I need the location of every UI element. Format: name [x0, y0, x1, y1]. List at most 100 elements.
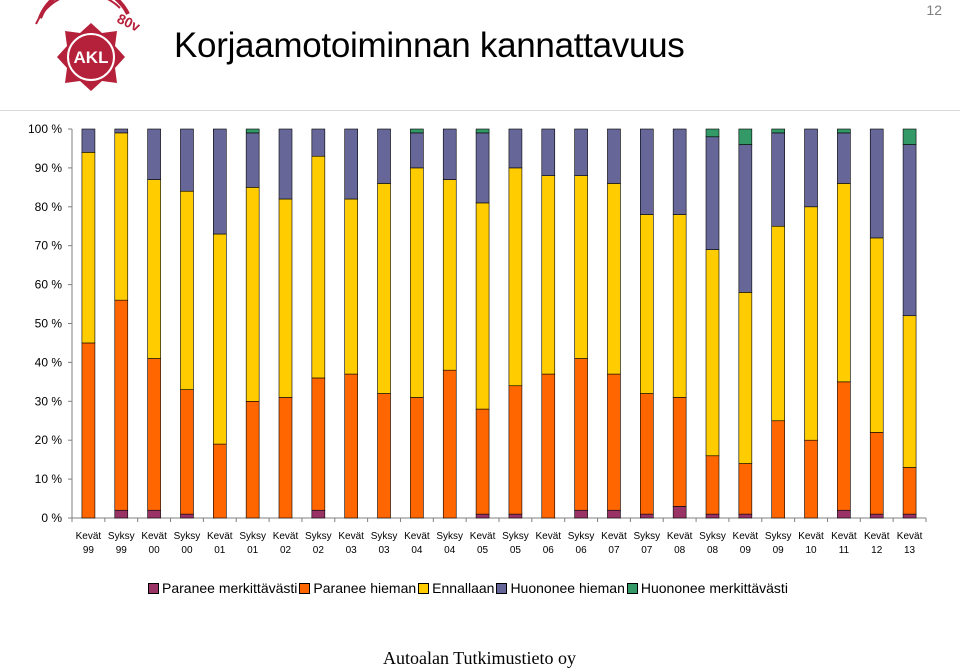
bar-segment	[902, 144, 917, 317]
bar-segment	[147, 128, 161, 180]
bar-segment	[245, 132, 260, 188]
x-tick-label-year: 12	[871, 545, 883, 556]
bar-segment	[311, 155, 326, 379]
bar-segment	[607, 128, 621, 184]
bar-segment	[213, 128, 227, 235]
bar-segment	[574, 358, 588, 511]
bar-segment	[541, 373, 556, 519]
bar-segment	[607, 373, 621, 511]
bar-segment	[245, 187, 260, 402]
bar-segment	[475, 408, 490, 515]
bar-segment	[804, 128, 818, 208]
bar-segment	[245, 400, 260, 519]
bar-segment	[804, 206, 818, 441]
y-tick-label: 40 %	[35, 355, 63, 369]
x-tick-label-season: Kevät	[897, 531, 923, 542]
bar-segment	[640, 214, 654, 394]
bar-segment	[442, 369, 457, 519]
bar-segment	[114, 299, 129, 511]
bar-segment	[771, 225, 785, 422]
bar-segment	[278, 397, 293, 519]
bar-segment	[410, 128, 424, 134]
x-tick-label-season: Kevät	[338, 531, 364, 542]
bar-segment	[869, 432, 884, 515]
legend-item: Ennallaan	[418, 580, 494, 596]
x-tick-label-season: Kevät	[535, 531, 561, 542]
x-tick-label-year: 01	[214, 545, 226, 556]
bar-segment	[147, 179, 161, 359]
bar-segment	[869, 128, 884, 239]
header-divider	[0, 110, 960, 111]
x-tick-label-season: Syksy	[436, 531, 463, 542]
x-tick-label-year: 06	[543, 545, 555, 556]
bar-segment	[738, 128, 753, 145]
legend-item: Paranee hieman	[299, 580, 416, 596]
x-tick-label-year: 03	[378, 545, 390, 556]
x-tick-label-season: Kevät	[601, 531, 627, 542]
bar-segment	[607, 509, 621, 519]
legend-label: Paranee merkittävästi	[162, 580, 298, 596]
x-tick-label-season: Syksy	[371, 531, 398, 542]
x-tick-label-year: 05	[510, 545, 522, 556]
y-tick-label: 20 %	[35, 433, 63, 447]
bar-segment	[837, 509, 851, 519]
bar-segment	[311, 128, 326, 157]
bar-segment	[771, 420, 785, 519]
x-tick-label-season: Syksy	[568, 531, 595, 542]
bar-segment	[902, 467, 917, 515]
bar-segment	[705, 128, 720, 138]
legend-swatch	[299, 582, 311, 594]
bar-segment	[81, 128, 96, 153]
bar-segment	[114, 132, 129, 301]
bar-segment	[738, 292, 753, 464]
bar-segment	[508, 513, 523, 519]
bar-segment	[640, 128, 654, 215]
legend-label: Huononee merkittävästi	[640, 580, 788, 596]
bar-segment	[180, 389, 194, 515]
x-tick-label-year: 03	[346, 545, 358, 556]
bar-segment	[837, 183, 851, 383]
x-tick-label-season: Syksy	[239, 531, 266, 542]
bar-segment	[344, 128, 358, 200]
bar-segment	[804, 439, 818, 519]
legend-item: Huononee merkittävästi	[626, 580, 788, 596]
bar-segment	[574, 175, 588, 359]
legend-label: Huononee hieman	[510, 580, 625, 596]
bar-segment	[705, 136, 720, 250]
bar-segment	[672, 214, 687, 398]
legend-swatch	[418, 582, 430, 594]
bar-segment	[837, 132, 851, 184]
x-tick-label-year: 09	[773, 545, 785, 556]
bar-segment	[475, 128, 490, 134]
bar-segment	[245, 128, 260, 134]
y-tick-label: 0 %	[41, 511, 62, 525]
bar-segment	[738, 513, 753, 519]
x-tick-label-season: Kevät	[667, 531, 693, 542]
y-tick-label: 80 %	[35, 200, 63, 214]
x-tick-label-year: 05	[477, 545, 489, 556]
x-tick-label-year: 07	[608, 545, 620, 556]
y-tick-label: 70 %	[35, 239, 63, 253]
x-tick-label-season: Kevät	[207, 531, 233, 542]
x-tick-label-season: Syksy	[305, 531, 332, 542]
bar-segment	[837, 128, 851, 134]
x-tick-label-season: Syksy	[108, 531, 135, 542]
bar-segment	[541, 128, 556, 176]
bar-segment	[705, 455, 720, 515]
bar-segment	[180, 513, 194, 519]
bar-segment	[410, 397, 424, 519]
logo-badge: 80v	[115, 10, 140, 34]
bar-segment	[672, 397, 687, 507]
legend-item: Paranee merkittävästi	[148, 580, 297, 596]
page-number: 12	[926, 2, 942, 18]
x-tick-label-season: Syksy	[633, 531, 660, 542]
bar-segment	[672, 128, 687, 215]
bar-segment	[869, 237, 884, 433]
x-tick-label-year: 09	[740, 545, 752, 556]
x-tick-label-year: 99	[116, 545, 128, 556]
chart-legend: Paranee merkittävästi Paranee hieman Ennal…	[148, 580, 790, 596]
x-tick-label-year: 13	[904, 545, 916, 556]
x-tick-label-season: Kevät	[273, 531, 299, 542]
bar-segment	[869, 513, 884, 519]
bar-segment	[902, 315, 917, 468]
